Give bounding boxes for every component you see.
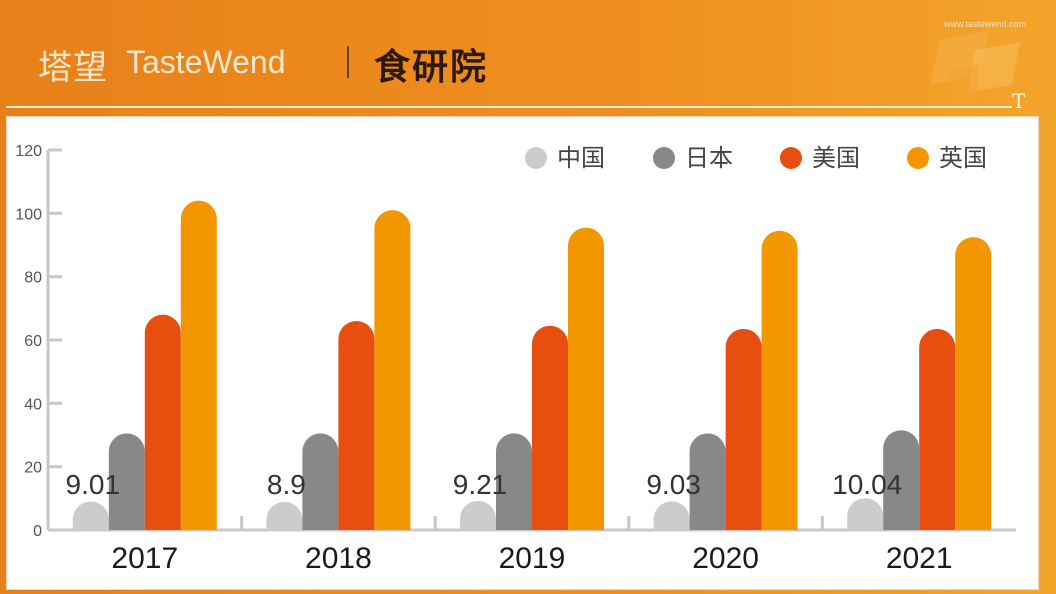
bar-日本-2019 — [496, 433, 532, 530]
header: 塔望 TasteWend 食研院 www.tastewend.com T — [0, 0, 1056, 110]
legend-swatch — [907, 147, 929, 169]
bar-美国-2021 — [919, 328, 956, 530]
legend-swatch — [525, 147, 547, 169]
data-label-2020: 9.03 — [646, 469, 701, 500]
legend-label: 日本 — [685, 144, 733, 172]
bar-日本-2020 — [689, 433, 726, 530]
y-tick-label: 40 — [24, 396, 42, 413]
bar-日本-2021 — [883, 430, 920, 530]
site-url: www.tastewend.com — [944, 19, 1027, 29]
y-tick-label: 80 — [24, 270, 42, 287]
y-tick-label: 60 — [24, 333, 42, 350]
bar-美国-2017 — [144, 314, 181, 530]
bar-英国-2020 — [761, 230, 798, 530]
x-tick-label: 2018 — [305, 542, 372, 575]
bar-英国-2018 — [374, 210, 411, 530]
legend-swatch — [780, 147, 802, 169]
brand-name-en: TasteWend — [126, 44, 286, 80]
bar-中国-2018 — [266, 501, 303, 530]
bar-美国-2019 — [532, 325, 568, 530]
x-tick-label: 2017 — [111, 542, 178, 575]
bar-中国-2020 — [653, 501, 690, 530]
brand-logo-icon: T — [930, 30, 1026, 110]
data-label-2017: 9.01 — [66, 469, 121, 500]
legend-label: 美国 — [812, 144, 860, 172]
bar-英国-2017 — [180, 200, 217, 530]
y-tick-label: 100 — [15, 206, 42, 223]
y-tick-label: 0 — [33, 523, 42, 540]
legend-swatch — [653, 147, 675, 169]
bar-美国-2020 — [725, 328, 762, 530]
data-label-2021: 10.04 — [832, 469, 902, 500]
bar-中国-2017 — [72, 501, 109, 530]
legend-label: 英国 — [939, 144, 987, 172]
data-label-2019: 9.21 — [453, 469, 508, 500]
x-tick-label: 2019 — [499, 542, 566, 575]
brand-subtitle: 食研院 — [374, 47, 489, 88]
x-tick-label: 2021 — [886, 542, 953, 575]
bar-中国-2021 — [847, 498, 884, 530]
brand-divider — [347, 46, 349, 78]
brand-name-cn: 塔望 — [38, 48, 108, 88]
bar-日本-2018 — [302, 433, 339, 530]
bar-英国-2021 — [955, 237, 992, 531]
x-tick-label: 2020 — [692, 542, 759, 575]
bar-美国-2018 — [338, 321, 375, 530]
y-tick-label: 20 — [24, 460, 42, 477]
logo-letter: T — [1012, 89, 1026, 110]
legend-label: 中国 — [557, 144, 605, 172]
header-divider — [6, 106, 1012, 108]
y-tick-label: 120 — [15, 143, 42, 160]
bar-中国-2019 — [460, 500, 496, 530]
bar-英国-2019 — [568, 227, 604, 531]
bar-日本-2017 — [108, 433, 145, 530]
data-label-2018: 8.9 — [267, 469, 306, 500]
